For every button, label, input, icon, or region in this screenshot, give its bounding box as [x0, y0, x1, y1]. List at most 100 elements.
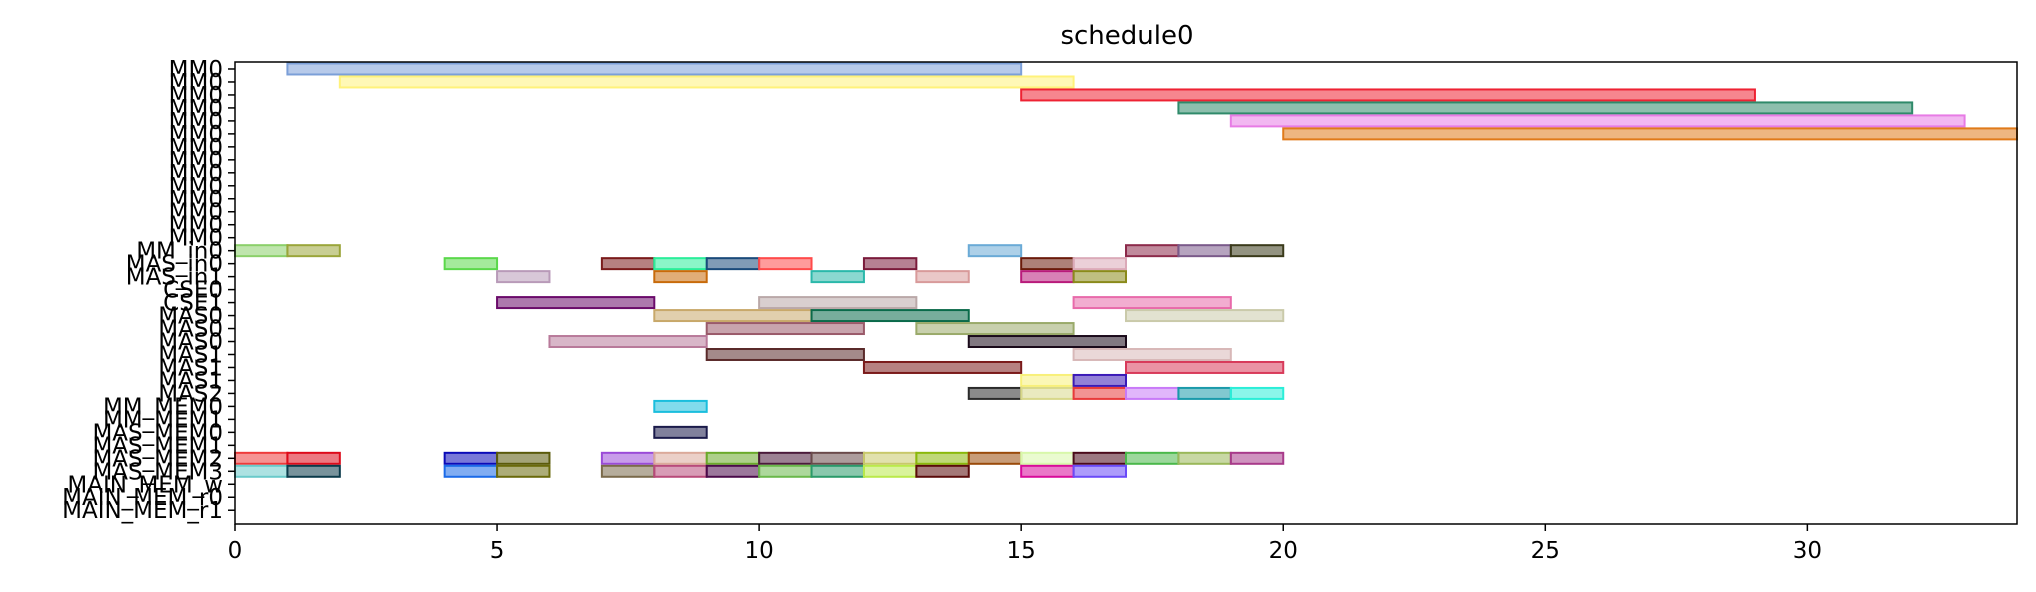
task-bar	[1125, 244, 1180, 258]
task-bar	[1072, 348, 1232, 361]
task-bar	[705, 322, 865, 336]
task-bar	[1125, 309, 1285, 323]
task-bar	[1177, 386, 1232, 400]
task-bar	[758, 451, 813, 465]
task-bar	[1020, 270, 1075, 284]
task-bar	[967, 335, 1127, 349]
y-tick-label: MAS0	[158, 330, 223, 356]
y-tick-label: MM0	[169, 135, 223, 161]
x-tick-label: 15	[1007, 538, 1036, 564]
y-tick-label: MM0	[169, 122, 223, 148]
task-bar	[548, 335, 708, 349]
y-tick-label: MAS_in1	[126, 265, 223, 291]
task-bar	[600, 257, 656, 271]
y-tick-label: MAS1	[158, 368, 223, 394]
task-bar	[967, 451, 1023, 465]
task-bar	[758, 464, 813, 478]
task-bar	[443, 464, 499, 478]
task-bar	[705, 464, 761, 478]
task-bar	[862, 257, 918, 271]
task-bar	[862, 451, 918, 465]
task-bar	[1072, 257, 1128, 271]
task-bar	[915, 322, 1075, 336]
task-bar	[810, 464, 865, 478]
y-tick-label: MM0	[169, 83, 223, 109]
task-bar	[1125, 451, 1180, 465]
task-bar	[1020, 386, 1075, 400]
x-axis: 0 5 10 15 20 25 30	[228, 524, 1822, 564]
x-tick-label: 25	[1531, 538, 1560, 564]
y-tick-label: MAS_MEM0	[92, 420, 223, 446]
task-bar	[1072, 386, 1128, 400]
y-tick-label: MM0	[169, 161, 223, 187]
task-bar	[443, 451, 499, 465]
y-tick-label: MAS2	[158, 381, 223, 407]
task-bar	[967, 386, 1023, 400]
y-tick-label: MAS1	[158, 342, 223, 368]
y-tick-label: MAS0	[158, 317, 223, 343]
task-bar	[1125, 386, 1180, 400]
y-tick-label: MM0	[169, 226, 223, 252]
task-bar	[705, 348, 865, 361]
task-bar	[1072, 451, 1128, 465]
y-tick-label: MM0	[169, 57, 223, 83]
task-bar	[915, 270, 970, 284]
x-tick-label: 0	[228, 538, 243, 564]
task-bar	[234, 464, 289, 478]
task-bar	[653, 257, 708, 271]
y-tick-label: CSE0	[163, 278, 223, 304]
task-bar	[1125, 360, 1285, 374]
task-bar	[496, 270, 551, 284]
y-tick-label: MM_MEM1	[103, 407, 223, 433]
task-bar	[1072, 464, 1128, 478]
task-bar	[862, 464, 918, 478]
task-bar	[286, 62, 1023, 76]
y-tick-label: MAS_MEM1	[92, 433, 223, 459]
task-bar	[286, 244, 341, 258]
x-tick-label: 30	[1793, 538, 1822, 564]
y-tick-label: MAIN_MEM_r1	[62, 498, 223, 524]
task-bar	[1072, 270, 1128, 284]
y-tick-label: MAS1	[158, 355, 223, 381]
task-bar	[234, 451, 289, 465]
task-bar	[1072, 373, 1128, 387]
task-bar	[653, 270, 708, 284]
task-bar	[915, 451, 970, 465]
task-bar	[653, 399, 708, 413]
y-tick-label: MAS_in0	[126, 252, 223, 278]
task-bar	[1020, 464, 1075, 478]
y-tick-label: CSE1	[163, 291, 223, 317]
y-axis: MM0MM0MM0MM0MM0MM0MM0MM0MM0MM0MM0MM0MM0M…	[62, 57, 235, 524]
y-tick-label: MM0	[169, 174, 223, 200]
task-bar	[496, 296, 656, 310]
task-bar	[758, 296, 918, 310]
task-bar	[1282, 127, 2019, 141]
task-bar	[1229, 451, 1285, 465]
task-bar	[1072, 296, 1232, 310]
x-tick-label: 10	[744, 538, 773, 564]
task-bar	[1229, 386, 1285, 400]
task-bar	[653, 425, 708, 439]
y-tick-label: MM_MEM0	[103, 394, 223, 420]
task-bar	[496, 451, 551, 465]
task-bar	[234, 244, 289, 258]
task-bar	[705, 451, 761, 465]
task-bar	[915, 464, 970, 478]
task-bar	[653, 451, 708, 465]
y-tick-label: MM_in0	[136, 239, 223, 265]
task-bar	[600, 451, 656, 465]
task-bar	[1177, 244, 1232, 258]
task-bar	[286, 464, 341, 478]
task-bar	[862, 360, 1023, 374]
x-tick-label: 5	[490, 538, 505, 564]
y-tick-label: MM0	[169, 70, 223, 96]
task-bar	[496, 464, 551, 478]
task-bar	[967, 244, 1023, 258]
task-bar	[286, 451, 341, 465]
task-bar	[810, 309, 970, 323]
task-bar	[1177, 101, 1914, 115]
x-tick-label: 20	[1269, 538, 1298, 564]
task-bar	[810, 270, 865, 284]
y-tick-label: MM0	[169, 109, 223, 135]
